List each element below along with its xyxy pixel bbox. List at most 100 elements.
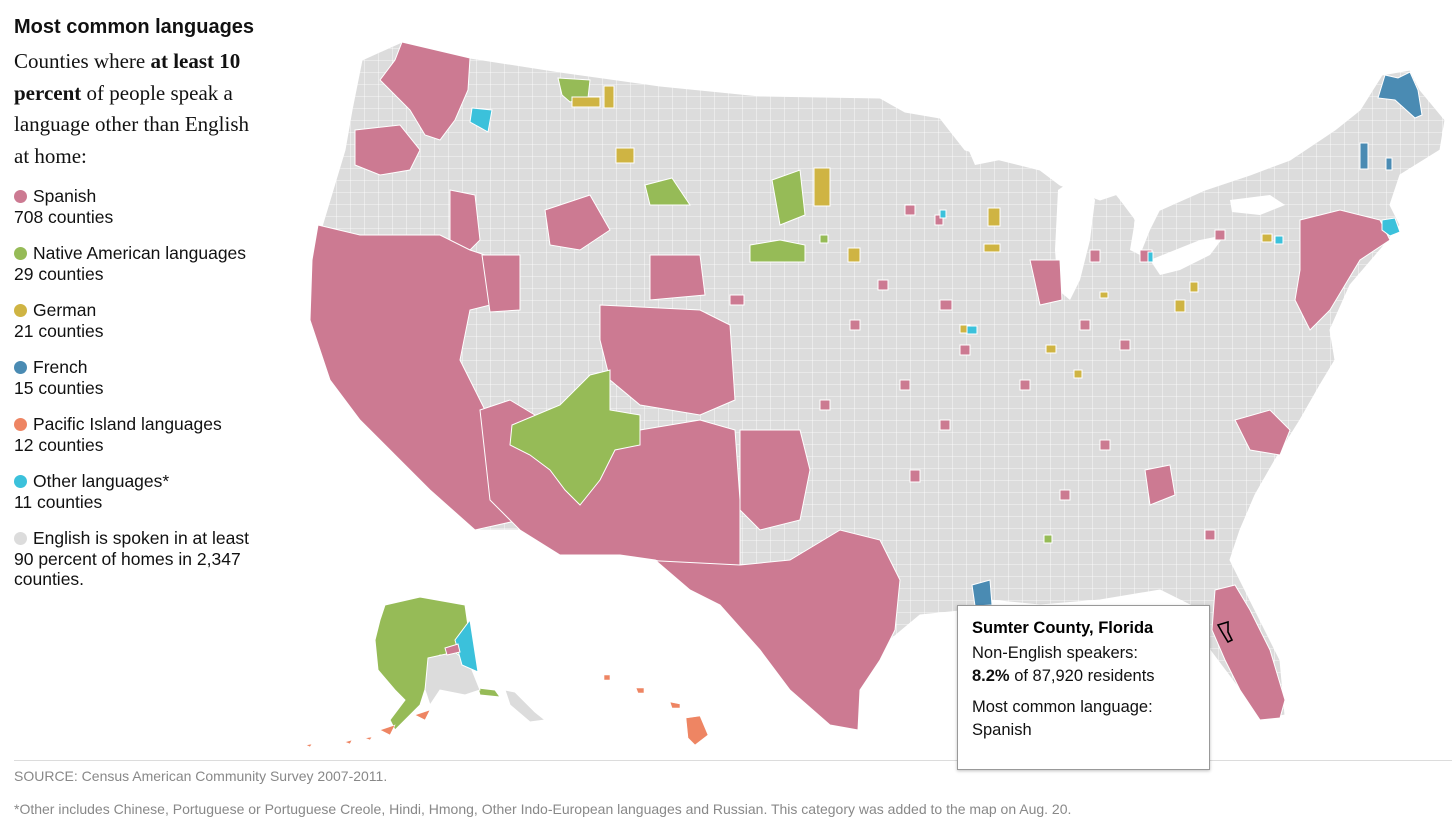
region-chicago-spanish[interactable] xyxy=(1029,259,1063,306)
native-american-counties[interactable] xyxy=(374,77,1053,731)
hawaii-maui[interactable] xyxy=(669,701,681,709)
region-maine-french[interactable] xyxy=(1377,71,1423,119)
region-louisiana-french[interactable] xyxy=(971,579,993,607)
aleutians-2[interactable] xyxy=(379,724,396,736)
region-idaho-spanish[interactable] xyxy=(449,189,481,251)
region-alaska-native-se[interactable] xyxy=(477,687,502,698)
county-spanish[interactable] xyxy=(909,469,921,483)
region-washington-spanish[interactable] xyxy=(379,41,471,141)
region-alaska-native[interactable] xyxy=(374,596,471,731)
region-south-dakota-native-south[interactable] xyxy=(749,239,806,263)
tooltip-language-value: Spanish xyxy=(972,721,1032,739)
county-german[interactable] xyxy=(1189,281,1199,293)
county-spanish[interactable] xyxy=(877,279,889,291)
aleutians-1[interactable] xyxy=(414,709,431,721)
region-south-dakota-native[interactable] xyxy=(771,169,806,226)
county-spanish[interactable] xyxy=(1119,339,1131,351)
region-florida-spanish[interactable] xyxy=(1211,584,1286,721)
county-german[interactable] xyxy=(847,247,861,263)
region-utah-spanish[interactable] xyxy=(481,254,521,313)
county-german[interactable] xyxy=(1174,299,1186,313)
aleutians-5[interactable] xyxy=(305,743,313,748)
other-language-counties[interactable] xyxy=(469,107,1401,335)
native-american-swatch-icon xyxy=(14,247,27,260)
alaska-southeast[interactable] xyxy=(504,689,547,723)
tooltip-county-name: Sumter County, Florida xyxy=(972,619,1154,637)
lake-erie xyxy=(1150,235,1225,275)
county-spanish[interactable] xyxy=(1089,249,1101,263)
aleutians-4[interactable] xyxy=(344,739,353,745)
county-spanish[interactable] xyxy=(904,204,916,216)
tooltip-speakers-label: Non-English speakers: xyxy=(972,644,1138,662)
county-spanish[interactable] xyxy=(1214,229,1226,241)
tooltip-speakers-value: 8.2% of 87,920 residents xyxy=(972,667,1155,685)
county-german[interactable] xyxy=(615,147,635,164)
county-spanish[interactable] xyxy=(1019,379,1031,391)
county-spanish[interactable] xyxy=(934,214,944,226)
county-other[interactable] xyxy=(1147,251,1154,263)
alaska-other[interactable] xyxy=(424,651,547,723)
pacific-island-counties[interactable] xyxy=(305,674,709,748)
region-georgia-nc-spanish[interactable] xyxy=(1144,464,1176,506)
tooltip-language-label: Most common language: xyxy=(972,698,1153,716)
county-german[interactable] xyxy=(1261,233,1273,243)
county-other[interactable] xyxy=(966,325,978,335)
legend-item-spanish: Spanish 708 counties xyxy=(14,186,114,227)
spanish-swatch-icon xyxy=(14,190,27,203)
county-german[interactable] xyxy=(571,96,601,108)
region-virginia-spanish[interactable] xyxy=(1234,409,1291,456)
french-counties[interactable] xyxy=(971,71,1423,607)
alaska-spanish[interactable] xyxy=(444,643,461,656)
county-other[interactable] xyxy=(939,209,947,219)
county-spanish[interactable] xyxy=(819,399,831,411)
region-washington-other[interactable] xyxy=(469,107,493,133)
county-french[interactable] xyxy=(1385,157,1393,171)
region-wyoming-colorado-spanish[interactable] xyxy=(544,194,611,251)
county-native[interactable] xyxy=(819,234,829,244)
lake-superior xyxy=(960,100,1110,165)
sumter-county-highlight[interactable] xyxy=(1216,620,1234,644)
hawaii-kauai[interactable] xyxy=(603,674,611,681)
county-german[interactable] xyxy=(1099,291,1109,299)
region-four-corners-native[interactable] xyxy=(509,369,641,506)
county-german[interactable] xyxy=(603,85,615,109)
footer-divider xyxy=(14,760,1452,761)
region-montana-native-east[interactable] xyxy=(644,177,691,206)
county-german[interactable] xyxy=(1073,369,1083,379)
german-swatch-icon xyxy=(14,304,27,317)
county-german[interactable] xyxy=(987,207,1001,227)
hawaii-oahu[interactable] xyxy=(635,687,645,694)
county-german[interactable] xyxy=(983,243,1001,253)
hawaii-big-island[interactable] xyxy=(685,715,709,746)
county-spanish[interactable] xyxy=(1059,489,1071,501)
county-spanish[interactable] xyxy=(939,419,951,431)
county-spanish[interactable] xyxy=(1079,319,1091,331)
county-spanish[interactable] xyxy=(959,344,971,356)
county-map[interactable] xyxy=(300,38,1452,758)
region-colorado-spanish[interactable] xyxy=(599,304,736,416)
legend-intro: Counties where at least 10 percent of pe… xyxy=(14,49,250,168)
county-other[interactable] xyxy=(1274,235,1284,245)
county-spanish[interactable] xyxy=(939,299,953,311)
spanish-counties[interactable] xyxy=(309,41,1391,731)
county-spanish[interactable] xyxy=(899,379,911,391)
region-northeast-spanish[interactable] xyxy=(1294,209,1391,331)
region-wyoming-east-spanish[interactable] xyxy=(649,254,706,301)
lake-ontario xyxy=(1230,195,1285,215)
county-spanish[interactable] xyxy=(1099,439,1111,451)
county-french[interactable] xyxy=(1359,142,1369,170)
aleutians-3[interactable] xyxy=(363,736,373,741)
region-texas-spanish[interactable] xyxy=(639,529,901,731)
county-spanish[interactable] xyxy=(849,319,861,331)
county-native[interactable] xyxy=(1043,534,1053,544)
lake-huron xyxy=(1100,170,1165,255)
region-massachusetts-other[interactable] xyxy=(1381,217,1401,237)
region-kansas-oklahoma-spanish[interactable] xyxy=(739,429,811,531)
us-county-map-svg[interactable] xyxy=(300,38,1452,758)
alaska-other-languages[interactable] xyxy=(454,618,479,673)
county-spanish[interactable] xyxy=(1204,529,1216,541)
county-spanish[interactable] xyxy=(729,294,745,306)
county-german[interactable] xyxy=(813,167,831,207)
region-oregon-spanish[interactable] xyxy=(354,124,421,176)
county-german[interactable] xyxy=(1045,344,1057,354)
